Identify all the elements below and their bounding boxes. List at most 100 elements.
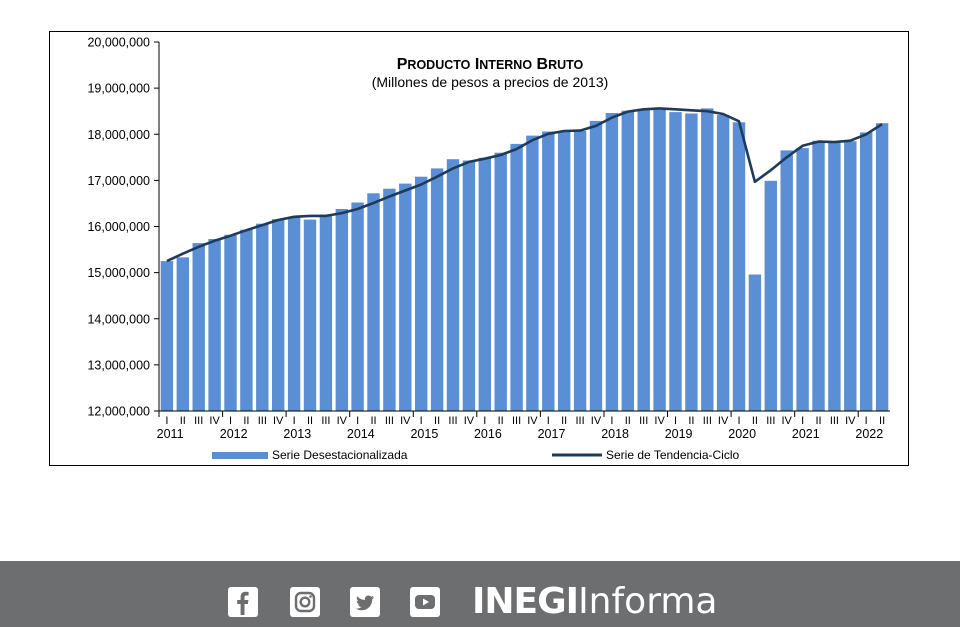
bar-9 [303, 219, 317, 411]
bar-30 [637, 108, 650, 412]
inegi-informa-logo: INEGIInforma [472, 581, 718, 622]
twitter-icon[interactable] [350, 587, 380, 617]
bar-11 [335, 209, 348, 411]
legend: Serie Desestacionalizada Serie de Tenden… [212, 448, 740, 462]
x-year-label: 2019 [665, 427, 693, 441]
x-quarter-label: II [625, 415, 631, 427]
title-layer: PRODUCTO INTERNO BRUTO (Millones de peso… [372, 56, 609, 90]
bar-38 [764, 180, 777, 411]
x-quarter-label: II [815, 415, 821, 427]
x-year-label: 2022 [855, 427, 883, 441]
x-quarter-label: IV [337, 415, 348, 427]
bar-5 [240, 229, 253, 411]
x-quarter-label: III [448, 415, 457, 427]
bar-41 [812, 140, 825, 411]
bar-37 [748, 274, 762, 411]
bar-22 [510, 143, 523, 411]
footer [0, 561, 960, 627]
legend-swatch-bars [212, 452, 268, 459]
bar-35 [716, 114, 730, 412]
y-tick-label: 15,000,000 [87, 266, 150, 280]
x-quarter-label: II [561, 415, 567, 427]
x-quarter-label: III [321, 415, 330, 427]
bar-14 [383, 188, 396, 411]
x-quarter-label: II [307, 415, 313, 427]
bar-12 [351, 202, 364, 411]
chart: 12,000,000 13,000,000 14,000,000 15,000,000… [87, 36, 890, 462]
x-quarter-label: II [688, 415, 694, 427]
x-quarter-label: IV [845, 415, 856, 427]
bar-7 [272, 219, 285, 411]
x-quarter-label: III [830, 415, 839, 427]
x-quarter-label: I [801, 415, 804, 427]
x-quarter-label: I [356, 415, 359, 427]
bar-17 [430, 168, 444, 411]
bar-24 [542, 131, 555, 411]
x-quarter-label: I [674, 415, 677, 427]
bar-29 [621, 110, 634, 411]
bar-1 [176, 257, 189, 411]
x-quarter-label: II [243, 415, 249, 427]
x-quarter-label: I [293, 415, 296, 427]
chart-title: PRODUCTO INTERNO BRUTO [397, 56, 584, 73]
x-quarter-label: III [512, 415, 521, 427]
legend-label-line: Serie de Tendencia-Ciclo [606, 448, 740, 462]
bar-43 [844, 141, 857, 411]
line-layer [166, 107, 883, 263]
bar-40 [796, 148, 809, 411]
x-quarter-label: I [547, 415, 550, 427]
x-quarter-label: III [576, 415, 585, 427]
bar-19 [462, 160, 476, 411]
x-quarter-label: I [165, 415, 168, 427]
bar-25 [558, 131, 571, 411]
chart-frame: 12,000,000 13,000,000 14,000,000 15,000,000… [49, 31, 909, 466]
x-quarter-label: II [370, 415, 376, 427]
trend-line [166, 107, 883, 263]
x-year-label: 2015 [410, 427, 438, 441]
x-quarter-label: IV [527, 415, 538, 427]
x-year-label: 2014 [347, 427, 375, 441]
bar-42 [828, 143, 841, 411]
x-year-label: 2012 [220, 427, 248, 441]
bar-8 [287, 217, 301, 411]
bar-32 [669, 112, 682, 411]
bar-31 [653, 109, 666, 412]
bar-45 [875, 123, 889, 411]
facebook-icon[interactable] [228, 587, 258, 617]
x-quarter-label: II [498, 415, 504, 427]
bar-23 [526, 135, 539, 411]
bar-20 [478, 157, 491, 411]
x-year-label: 2018 [601, 427, 629, 441]
x-quarter-label: I [737, 415, 740, 427]
x-quarter-label: IV [400, 415, 411, 427]
bar-13 [367, 193, 380, 411]
bar-15 [399, 183, 412, 411]
bar-39 [780, 150, 793, 411]
x-quarter-label: I [420, 415, 423, 427]
bar-4 [224, 234, 237, 411]
instagram-icon[interactable] [290, 587, 320, 617]
bar-27 [589, 120, 603, 412]
bar-0 [160, 261, 174, 411]
x-quarter-label: III [194, 415, 203, 427]
x-quarter-label: I [865, 415, 868, 427]
x-quarter-label: III [703, 415, 712, 427]
x-quarter-label: I [229, 415, 232, 427]
x-quarter-label: IV [209, 415, 220, 427]
x-quarter-label: IV [781, 415, 792, 427]
y-tick-label: 16,000,000 [87, 220, 150, 234]
bar-36 [732, 122, 746, 412]
x-quarter-label: III [385, 415, 394, 427]
y-tick-label: 19,000,000 [87, 82, 150, 96]
bar-6 [256, 223, 269, 411]
y-tick-label: 13,000,000 [87, 358, 150, 372]
bar-33 [685, 113, 698, 411]
x-quarter-label: II [752, 415, 758, 427]
x-quarter-label: III [258, 415, 267, 427]
bar-3 [208, 239, 221, 411]
legend-label-bars: Serie Desestacionalizada [272, 448, 408, 462]
youtube-icon[interactable] [410, 587, 440, 617]
x-quarter-label: IV [273, 415, 284, 427]
x-year-label: 2021 [792, 427, 820, 441]
bar-26 [573, 131, 587, 411]
